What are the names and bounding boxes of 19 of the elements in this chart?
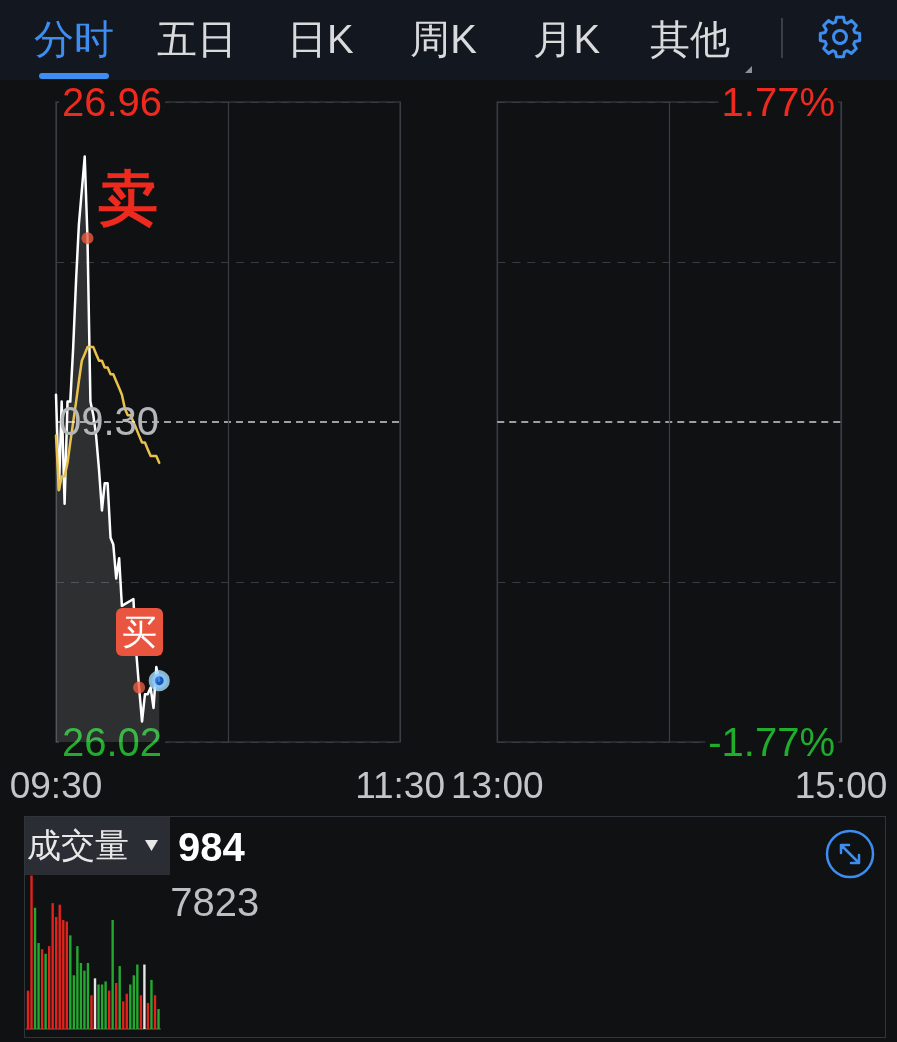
y2-tick-label: -1.77% bbox=[708, 720, 835, 764]
text: 分时 bbox=[34, 16, 114, 63]
annotation: 卖 bbox=[98, 165, 159, 233]
chart-title: 成交量 bbox=[27, 825, 129, 866]
text: 周K bbox=[410, 16, 477, 63]
y2-tick-label: 1.77% bbox=[721, 80, 835, 124]
x-tick-label: 11:30 bbox=[355, 765, 446, 806]
text: 月K bbox=[533, 16, 601, 63]
text: 7823 bbox=[170, 879, 260, 924]
text: 984 bbox=[178, 825, 245, 869]
y-tick-label: 26.96 bbox=[62, 80, 163, 124]
x-tick-label: 15:00 bbox=[794, 765, 888, 806]
text: 其他 bbox=[650, 16, 730, 63]
x-tick-label: 09:30 bbox=[9, 765, 103, 806]
y-tick-label: 26.02 bbox=[62, 720, 163, 764]
text: 日K bbox=[287, 16, 354, 63]
annotation: 买 bbox=[116, 607, 164, 656]
text: 五日 bbox=[157, 16, 238, 63]
x-tick-label: 13:00 bbox=[451, 765, 544, 806]
